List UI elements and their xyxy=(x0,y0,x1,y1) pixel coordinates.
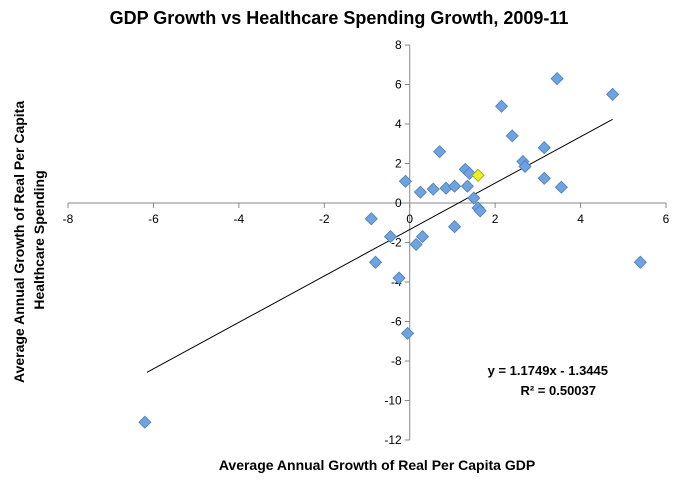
x-tick-label: -8 xyxy=(63,212,74,226)
x-axis-title: Average Annual Growth of Real Per Capita… xyxy=(219,457,535,473)
y-tick-label: 2 xyxy=(395,157,402,171)
trendline-group xyxy=(146,118,613,373)
data-point xyxy=(537,171,551,185)
data-point xyxy=(415,230,430,244)
data-point xyxy=(550,72,564,86)
y-tick-label: -6 xyxy=(391,315,402,329)
data-point xyxy=(537,141,551,155)
data-point xyxy=(494,99,509,113)
data-point xyxy=(447,179,462,193)
data-point xyxy=(364,212,378,226)
y-tick-label: -10 xyxy=(384,394,402,408)
x-tick-label: -4 xyxy=(234,212,245,226)
y-tick-label: -12 xyxy=(384,433,402,447)
data-point xyxy=(383,230,398,244)
data-point xyxy=(401,326,415,340)
data-point xyxy=(467,191,481,205)
x-tick-label: 4 xyxy=(577,212,584,226)
data-points xyxy=(138,72,647,429)
x-tick-label: 0 xyxy=(406,212,413,226)
data-point xyxy=(473,204,487,218)
data-point xyxy=(426,182,440,196)
data-point xyxy=(462,166,477,180)
highlighted-data-point xyxy=(471,168,485,182)
y-tick-label: 6 xyxy=(395,78,402,92)
y-tick-label: 8 xyxy=(395,38,402,52)
y-axis-title-line-2: Healthcare Spending xyxy=(31,170,47,309)
y-axis-title: Average Annual Growth of Real Per Capita… xyxy=(11,97,47,383)
r-squared-label: R² = 0.50037 xyxy=(520,383,596,398)
trendline-equation: y = 1.1749x - 1.3445 xyxy=(488,363,608,378)
data-point xyxy=(554,180,568,194)
data-point xyxy=(433,145,447,159)
x-tick-label: -2 xyxy=(319,212,330,226)
data-point xyxy=(413,185,427,199)
data-point xyxy=(518,159,532,174)
data-point xyxy=(505,129,519,143)
x-tick-label: 6 xyxy=(663,212,670,226)
y-tick-label: 0 xyxy=(395,196,402,210)
trendline xyxy=(146,118,613,373)
chart-title: GDP Growth vs Healthcare Spending Growth… xyxy=(110,8,569,28)
x-tick-label: -6 xyxy=(148,212,159,226)
data-point xyxy=(409,237,423,252)
data-point xyxy=(392,271,406,285)
data-point xyxy=(606,87,620,101)
y-axis-title-line-1: Average Annual Growth of Real Per Capita xyxy=(11,101,27,383)
y-tick-label: 4 xyxy=(395,117,402,131)
x-tick-label: 2 xyxy=(492,212,499,226)
data-point xyxy=(460,179,474,193)
data-point xyxy=(138,415,152,429)
data-point xyxy=(447,220,462,234)
data-point xyxy=(633,255,647,269)
y-tick-label: -8 xyxy=(391,354,402,368)
data-point xyxy=(398,174,413,188)
data-point xyxy=(368,255,383,269)
y-tick-label: -2 xyxy=(391,236,402,250)
